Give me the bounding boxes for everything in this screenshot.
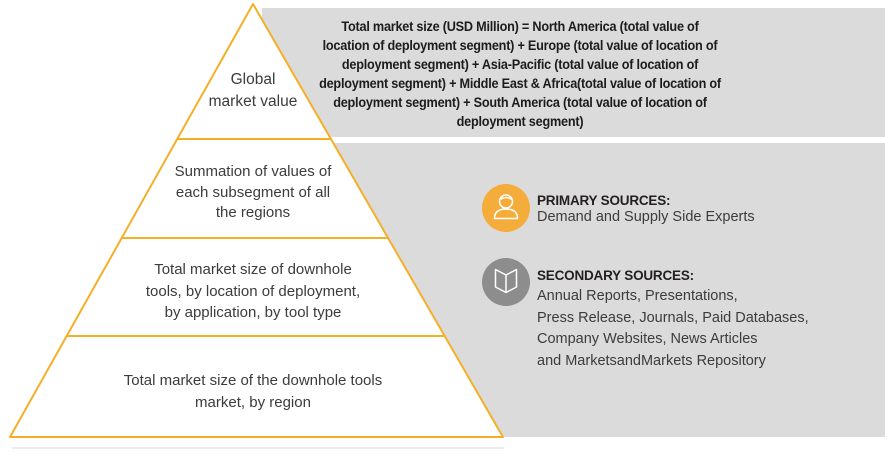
primary-sources-heading: PRIMARY SOURCES: [537, 193, 671, 208]
level-line: Summation of values of [174, 163, 332, 180]
pyramid-level-market-size-segments: Total market size of downhole tools, by … [103, 259, 403, 324]
secondary-sources-list: Annual Reports, Presentations, Press Rel… [537, 286, 809, 372]
formula-line: deployment segment) + South America (tot… [333, 95, 707, 110]
secondary-sources-heading: SECONDARY SOURCES: [537, 268, 694, 283]
secondary-source-line: Company Websites, News Articles [537, 331, 758, 347]
pyramid-level-summation: Summation of values of each subsegment o… [123, 162, 383, 224]
pyramid-base-shadow [12, 447, 504, 449]
open-book-icon [482, 258, 530, 306]
formula-panel [262, 8, 885, 137]
primary-sources-body: Demand and Supply Side Experts [537, 209, 755, 225]
formula-line: deployment segment) + Asia-Pacific (tota… [341, 57, 699, 72]
level-line: market value [208, 93, 298, 110]
level-line: Total market size of the downhole tools [123, 372, 383, 389]
level-line: tools, by location of deployment, [145, 282, 361, 300]
formula-line: deployment segment) + Middle East & Afri… [319, 76, 721, 91]
level-line: Global [230, 71, 276, 88]
level-line: the regions [215, 204, 291, 221]
formula-line: Total market size (USD Million) = North … [341, 19, 699, 34]
formula-line: location of deployment segment) + Europe… [322, 38, 718, 53]
formula-line: deployment segment) [456, 114, 584, 129]
level-line: Total market size of downhole [154, 261, 352, 278]
formula-text: Total market size (USD Million) = North … [277, 17, 762, 131]
level-line: by application, by tool type [164, 304, 342, 321]
level-line: each subsegment of all [175, 183, 331, 201]
secondary-source-line: and MarketsandMarkets Repository [537, 352, 766, 369]
secondary-source-line: Annual Reports, Presentations, [537, 288, 738, 304]
person-icon [482, 184, 530, 232]
pyramid-level-market-by-region: Total market size of the downhole tools … [73, 370, 433, 414]
level-line: market, by region [195, 394, 311, 411]
pyramid-outline [9, 3, 504, 438]
secondary-source-line: Press Release, Journals, Paid Databases, [537, 309, 809, 326]
pyramid-level-global-market-value: Global market value [153, 69, 353, 113]
